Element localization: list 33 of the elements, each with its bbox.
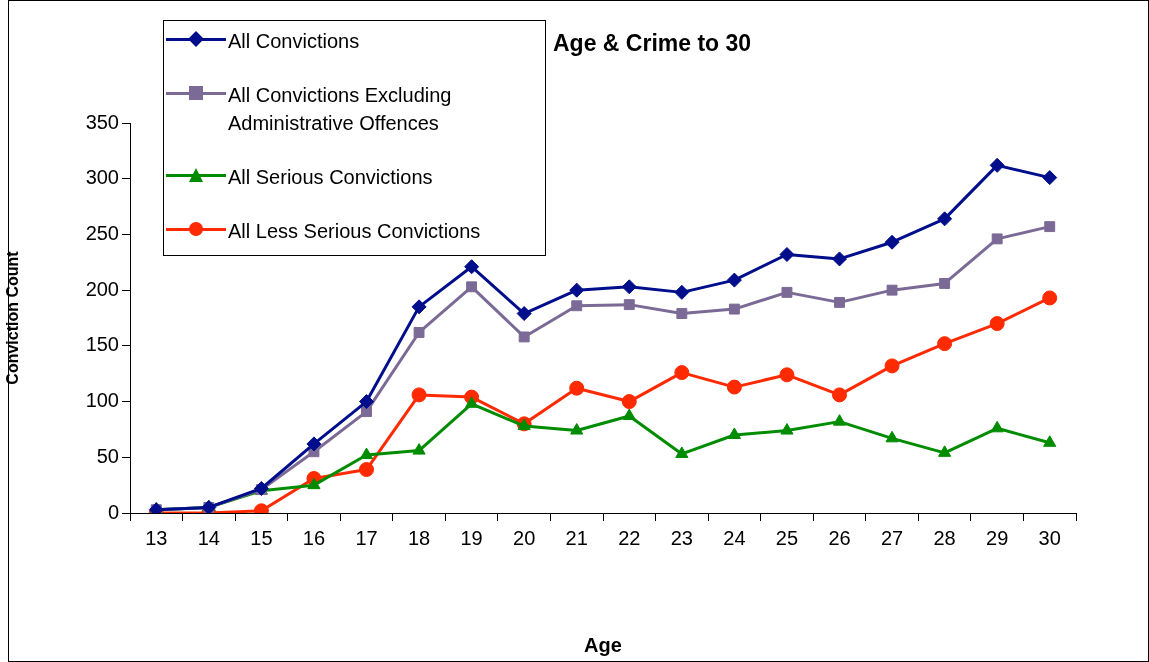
legend-label: All Convictions Excluding Administrative Offences xyxy=(228,83,453,136)
x-tick-label: 28 xyxy=(933,526,956,549)
x-axis-title: Age xyxy=(584,633,622,656)
x-tick-label: 19 xyxy=(460,526,483,549)
y-tick-label: 200 xyxy=(85,277,119,300)
legend-label: All Convictions xyxy=(228,29,361,54)
y-tick-label: 350 xyxy=(85,110,119,133)
y-tick-label: 0 xyxy=(107,500,119,523)
x-tick-label: 21 xyxy=(565,526,588,549)
x-tick-label: 30 xyxy=(1038,526,1061,549)
x-tick-label: 27 xyxy=(880,526,904,549)
x-tick-label: 17 xyxy=(355,526,378,549)
y-tick-label: 100 xyxy=(85,389,119,412)
x-tick-label: 14 xyxy=(197,526,220,549)
x-tick-label: 23 xyxy=(670,526,693,549)
legend-label: All Less Serious Convictions xyxy=(228,219,482,244)
x-tick-label: 15 xyxy=(250,526,273,549)
y-tick-label: 300 xyxy=(85,166,119,189)
x-tick-label: 29 xyxy=(986,526,1009,549)
y-tick-label: 150 xyxy=(85,333,119,356)
x-tick-label: 18 xyxy=(407,526,431,549)
x-tick-label: 22 xyxy=(618,526,641,549)
x-tick-label: 20 xyxy=(513,526,536,549)
x-tick-label: 13 xyxy=(145,526,168,549)
x-tick-label: 26 xyxy=(828,526,851,549)
chart-title: Age & Crime to 30 xyxy=(553,30,752,57)
x-tick-label: 24 xyxy=(723,526,746,549)
x-tick-label: 25 xyxy=(775,526,799,549)
y-tick-label: 250 xyxy=(85,221,119,244)
x-tick-label: 16 xyxy=(302,526,326,549)
y-tick-label: 50 xyxy=(96,444,119,467)
legend-label: All Serious Convictions xyxy=(228,165,434,190)
y-axis-title: Conviction Count xyxy=(4,250,22,385)
